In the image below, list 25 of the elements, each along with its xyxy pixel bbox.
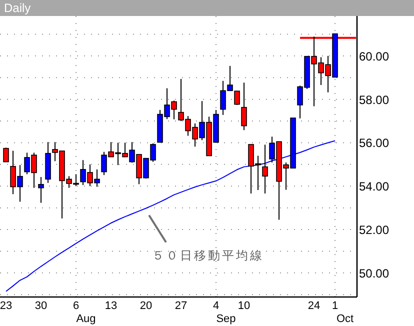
- x-tick-label: 6: [72, 300, 80, 312]
- annotation: ５０日移動平均線: [152, 248, 264, 262]
- candlestick: [3, 147, 9, 162]
- y-tick-label: 58.00: [359, 92, 390, 107]
- x-tick-label: 30: [34, 300, 48, 312]
- x-tick-label: 24: [308, 300, 320, 312]
- y-tick-label: 56.00: [359, 136, 390, 150]
- x-tick-label: 23: [0, 300, 12, 312]
- x-tick-label: 13: [104, 300, 118, 312]
- text: Oct: [336, 313, 354, 325]
- x-tick-label: 20: [140, 300, 152, 312]
- chart-title: Daily: [4, 1, 31, 15]
- text: Sep: [216, 313, 236, 325]
- x-tick-label: 4: [212, 300, 220, 312]
- y-tick-label: 52.00: [359, 223, 390, 238]
- x-tick-label: 1: [332, 300, 338, 312]
- x-tick-label: 27: [174, 300, 188, 312]
- x-tick-label: 10: [238, 300, 250, 312]
- y-tick-label: 60.00: [359, 49, 390, 64]
- candlestick: [38, 176, 44, 204]
- y-tick-label: 50.00: [359, 266, 390, 280]
- text: Aug: [76, 313, 96, 325]
- candlestick: [241, 82, 247, 131]
- candlestick: [262, 144, 268, 194]
- y-tick-label: 54.00: [359, 180, 390, 194]
